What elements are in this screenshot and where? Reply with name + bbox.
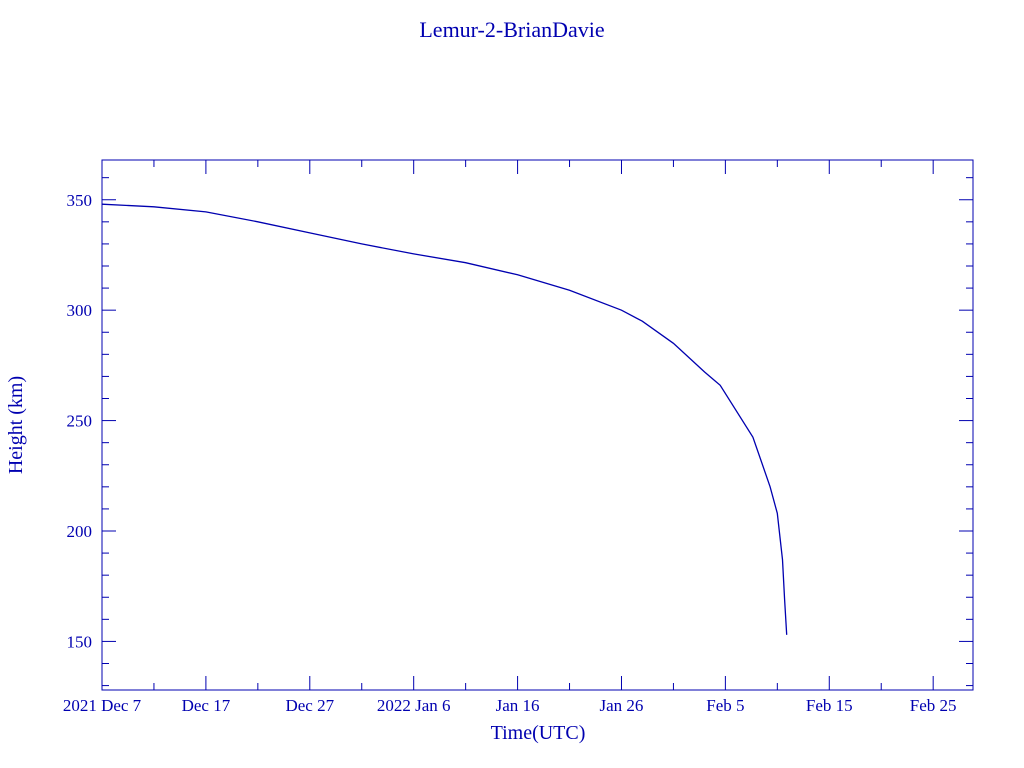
y-tick-label: 250: [67, 412, 93, 431]
plot-frame: [101, 159, 974, 691]
x-tick-label: Feb 25: [910, 696, 957, 715]
x-tick-label: Dec 27: [285, 696, 334, 715]
y-tick-label: 350: [67, 191, 93, 210]
x-tick-label: Jan 26: [600, 696, 644, 715]
x-tick-label: Jan 16: [496, 696, 540, 715]
y-tick-label: 200: [67, 522, 93, 541]
x-tick-label: Feb 5: [706, 696, 744, 715]
height-series-line: [101, 203, 788, 635]
x-tick-label: Feb 15: [806, 696, 853, 715]
chart-title: Lemur-2-BrianDavie: [419, 17, 604, 42]
y-axis-label: Height (km): [5, 376, 27, 474]
x-axis-label: Time(UTC): [491, 722, 586, 744]
x-tick-label: Dec 17: [182, 696, 231, 715]
x-tick-label: 2021 Dec 7: [63, 696, 142, 715]
y-tick-label: 150: [67, 632, 93, 651]
y-tick-label: 300: [67, 301, 93, 320]
x-tick-label: 2022 Jan 6: [377, 696, 451, 715]
